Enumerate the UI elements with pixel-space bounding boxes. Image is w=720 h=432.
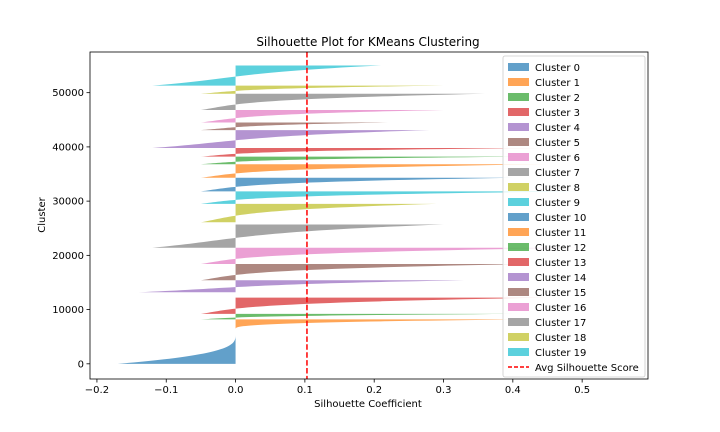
legend-swatch-6 xyxy=(508,153,529,161)
x-tick-label: 0.4 xyxy=(505,385,521,396)
legend-label-8: Cluster 8 xyxy=(535,183,580,194)
x-tick-label: −0.2 xyxy=(85,385,109,396)
cluster-band-0 xyxy=(117,334,236,364)
legend-swatch-12 xyxy=(508,243,529,251)
legend-label-2: Cluster 2 xyxy=(535,93,580,104)
cluster-band-18 xyxy=(200,85,444,94)
y-tick-label: 10000 xyxy=(52,305,84,316)
legend-label-16: Cluster 16 xyxy=(535,303,586,314)
x-tick-label: 0.1 xyxy=(297,385,313,396)
legend-swatch-19 xyxy=(508,348,529,356)
legend-label-0: Cluster 0 xyxy=(535,63,580,74)
cluster-band-9 xyxy=(200,191,583,204)
legend-swatch-14 xyxy=(508,273,529,281)
legend-label-17: Cluster 17 xyxy=(535,318,586,329)
legend-label-14: Cluster 14 xyxy=(535,273,586,284)
legend-swatch-10 xyxy=(508,213,529,221)
legend-swatch-0 xyxy=(508,63,529,71)
x-tick-label: −0.1 xyxy=(154,385,178,396)
cluster-band-4 xyxy=(138,280,465,293)
silhouette-bands xyxy=(117,65,583,364)
legend: Cluster 0 Cluster 1 Cluster 2 Cluster 3 Clus… xyxy=(502,55,646,378)
legend-label-6: Cluster 6 xyxy=(535,153,580,164)
cluster-band-10 xyxy=(200,177,513,192)
cluster-band-16 xyxy=(200,110,444,123)
chart-title: Silhouette Plot for KMeans Clustering xyxy=(256,35,479,49)
legend-swatch-4 xyxy=(508,123,529,131)
cluster-band-15 xyxy=(200,122,389,131)
legend-swatch-16 xyxy=(508,303,529,311)
y-tick-label: 50000 xyxy=(52,88,84,99)
legend-label-1: Cluster 1 xyxy=(535,78,580,89)
cluster-band-11 xyxy=(200,164,548,178)
axes xyxy=(86,51,649,383)
legend-label-11: Cluster 11 xyxy=(535,228,586,239)
legend-label-19: Cluster 19 xyxy=(535,348,586,359)
cluster-band-1 xyxy=(235,319,527,330)
cluster-band-13 xyxy=(200,147,541,157)
x-tick-label: 0.2 xyxy=(366,385,382,396)
legend-swatch-15 xyxy=(508,288,529,296)
legend-swatch-5 xyxy=(508,138,529,146)
legend-label-9: Cluster 9 xyxy=(535,198,580,209)
cluster-band-14 xyxy=(152,130,430,148)
legend-label-18: Cluster 18 xyxy=(535,333,586,344)
legend-label-5: Cluster 5 xyxy=(535,138,580,149)
cluster-band-3 xyxy=(200,297,548,314)
x-tick-label: 0.0 xyxy=(228,385,244,396)
legend-swatch-11 xyxy=(508,228,529,236)
legend-label-7: Cluster 7 xyxy=(535,168,580,179)
y-axis-label: Cluster xyxy=(37,196,48,232)
legend-label-13: Cluster 13 xyxy=(535,258,586,269)
x-tick-label: 0.5 xyxy=(574,385,590,396)
legend-label-avg: Avg Silhouette Score xyxy=(535,363,639,374)
cluster-band-17 xyxy=(200,93,486,111)
legend-label-3: Cluster 3 xyxy=(535,108,580,119)
legend-label-12: Cluster 12 xyxy=(535,243,586,254)
legend-swatch-1 xyxy=(508,78,529,86)
cluster-band-5 xyxy=(200,264,527,281)
legend-swatch-13 xyxy=(508,258,529,266)
y-tick-label: 0 xyxy=(78,359,84,370)
legend-label-4: Cluster 4 xyxy=(535,123,580,134)
legend-swatch-17 xyxy=(508,318,529,326)
legend-swatch-18 xyxy=(508,333,529,341)
cluster-band-6 xyxy=(200,247,583,265)
tick-labels: −0.2 −0.1 0.0 0.1 0.2 0.3 0.4 0.5 0 10000 20000 300… xyxy=(52,88,590,396)
legend-label-15: Cluster 15 xyxy=(535,288,586,299)
x-tick-label: 0.3 xyxy=(436,385,452,396)
x-axis-label: Silhouette Coefficient xyxy=(314,399,422,410)
y-tick-label: 20000 xyxy=(52,251,84,262)
cluster-band-2 xyxy=(200,313,513,320)
y-tick-label: 40000 xyxy=(52,142,84,153)
plot-area xyxy=(117,52,583,379)
legend-swatch-2 xyxy=(508,93,529,101)
legend-box xyxy=(502,55,646,378)
axes-frame xyxy=(89,51,649,380)
legend-swatch-7 xyxy=(508,168,529,176)
cluster-band-8 xyxy=(200,203,437,223)
cluster-band-19 xyxy=(152,65,382,86)
legend-swatch-9 xyxy=(508,198,529,206)
legend-swatch-3 xyxy=(508,108,529,116)
cluster-band-7 xyxy=(152,224,444,248)
legend-label-10: Cluster 10 xyxy=(535,213,586,224)
y-tick-label: 30000 xyxy=(52,197,84,208)
legend-swatch-8 xyxy=(508,183,529,191)
cluster-band-12 xyxy=(200,156,527,165)
